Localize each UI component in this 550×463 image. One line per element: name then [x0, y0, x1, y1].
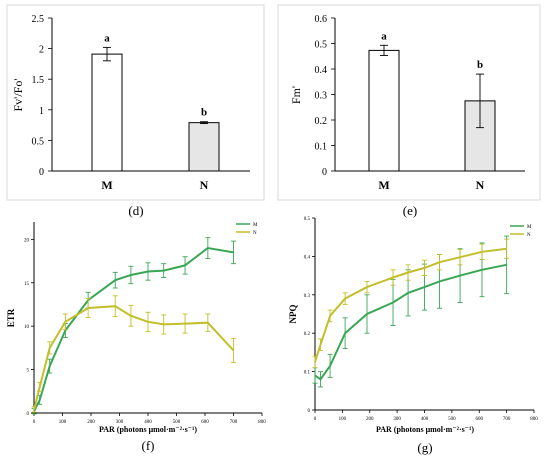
panel-e-y-tick-label: 0.1 — [315, 142, 328, 153]
panel-f-x-label: PAR (photons μmol·m⁻²·s⁻¹) — [99, 425, 197, 434]
panel-e-y-tick-label: 0.6 — [315, 14, 328, 25]
panel-f-y-tick-label: 15 — [24, 282, 30, 287]
panel-g-caption: (g) — [417, 440, 432, 455]
panel-e-chart: Fm' 0 0.1 0.2 0.3 0.4 0.5 0.6 a Mb N — [289, 14, 525, 192]
panel-g-y-tick-label: 0.3 — [304, 294, 311, 299]
panel-e-caption: (e) — [403, 203, 417, 218]
panel-g-y-tick-label: 0.1 — [304, 371, 311, 376]
panel-e-x-tick-label-M: M — [378, 178, 389, 192]
panel-g-x-tick-label: 100 — [339, 417, 347, 422]
panel-g-x-tick-label: 600 — [476, 417, 484, 422]
panel-e-y-tick-label: 0.5 — [315, 40, 328, 51]
panel-d-sig-letter-M: a — [104, 32, 110, 44]
panel-e-y-tick-label: 0.3 — [315, 91, 328, 102]
panel-e-y-label: Fm' — [289, 86, 303, 104]
panel-g-x-tick-label: 800 — [530, 417, 538, 422]
panel-g-legend-label-M: M — [527, 225, 532, 230]
panel-f-x-tick-label: 100 — [59, 420, 67, 425]
panel-d-caption: (d) — [128, 203, 143, 218]
panel-f-y-tick-label: 20 — [24, 238, 30, 243]
panel-g-x-tick-label: 300 — [393, 417, 401, 422]
panel-g-x-tick-label: 500 — [448, 417, 456, 422]
panel-e-bar-M — [368, 49, 400, 172]
panel-d-bar-N — [188, 122, 220, 172]
panel-f-chart: ETR PAR (photons μmol·m⁻²·s⁻¹) 0 100 200 30… — [6, 222, 266, 434]
panel-d-chart: Fv'/Fo' 0 0.5 1 1.5 2 2.5 a Mb N — [11, 14, 250, 192]
panel-f-y-tick-label: 10 — [24, 325, 30, 330]
panel-f-y-tick-label: 0 — [27, 412, 30, 417]
panel-g-x-label: PAR (photons μmol·m⁻²·s⁻¹) — [376, 425, 474, 434]
panel-g-x-tick-label: 700 — [503, 417, 511, 422]
panel-g-y-tick-label: 0.5 — [304, 217, 311, 222]
panel-g-x-tick-label: 400 — [421, 417, 429, 422]
panel-g-y-tick-label: 0.4 — [304, 255, 311, 260]
panel-e-y-tick-label: 0.4 — [315, 65, 328, 76]
panel-f-x-tick-label: 600 — [201, 420, 209, 425]
panel-f-x-tick-label: 500 — [173, 420, 181, 425]
panel-e-frame — [277, 4, 541, 201]
panel-f-x-tick-label: 300 — [116, 420, 124, 425]
panel-d-y-label: Fv'/Fo' — [11, 78, 25, 111]
panel-f-x-tick-label: 800 — [258, 420, 266, 425]
panel-f-x-tick-label: 0 — [33, 420, 36, 425]
panel-g-x-tick-label: 200 — [366, 417, 374, 422]
panel-e-x-tick-label-N: N — [476, 178, 485, 192]
panel-f-legend-label-N: N — [253, 231, 257, 236]
panel-g-x-tick-label: 0 — [314, 417, 317, 422]
panel-e-y-tick-label: 0 — [322, 167, 327, 178]
panel-f-y-tick-label: 5 — [27, 369, 30, 374]
panel-d-y-tick-label: 1 — [39, 106, 44, 117]
panel-g-y-tick-label: 0.2 — [304, 332, 311, 337]
panel-f-series-M-line — [33, 246, 234, 412]
panel-e-sig-letter-N: b — [477, 59, 483, 71]
panel-d-y-tick-label: 1.5 — [32, 75, 45, 86]
panel-g-legend-label-N: N — [527, 233, 531, 238]
panel-e-sig-letter-M: a — [381, 30, 387, 42]
panel-f-series-N-line — [33, 305, 235, 410]
panel-g-y-tick-label: 0 — [308, 409, 311, 414]
panel-e-y-tick-label: 0.2 — [315, 116, 328, 127]
panel-g-chart: NPQ PAR (photons μmol·m⁻²·s⁻¹) 0 100 200 30… — [288, 217, 538, 434]
panel-d-x-tick-label-M: M — [101, 178, 112, 192]
panel-g-series-N-line — [314, 247, 507, 363]
panel-f-x-tick-label: 400 — [144, 420, 152, 425]
panel-f-x-tick-label: 200 — [87, 420, 95, 425]
panel-f-y-label: ETR — [6, 308, 16, 327]
panel-d-y-tick-label: 2 — [39, 45, 44, 56]
panel-g-y-label: NPQ — [288, 305, 298, 324]
panel-d-x-tick-label-N: N — [200, 178, 209, 192]
panel-d-y-tick-label: 0.5 — [32, 136, 45, 147]
panel-d-sig-letter-N: b — [201, 107, 207, 119]
panel-d-frame — [6, 4, 265, 201]
panel-f-x-tick-label: 700 — [230, 420, 238, 425]
panel-g-series-M-line — [314, 263, 507, 381]
panel-d-bar-M — [91, 53, 123, 172]
panel-d-y-tick-label: 2.5 — [32, 14, 45, 25]
panel-d-y-tick-label: 0 — [39, 167, 44, 178]
panel-f-caption: (f) — [142, 438, 155, 453]
panel-f-legend-label-M: M — [253, 223, 258, 228]
